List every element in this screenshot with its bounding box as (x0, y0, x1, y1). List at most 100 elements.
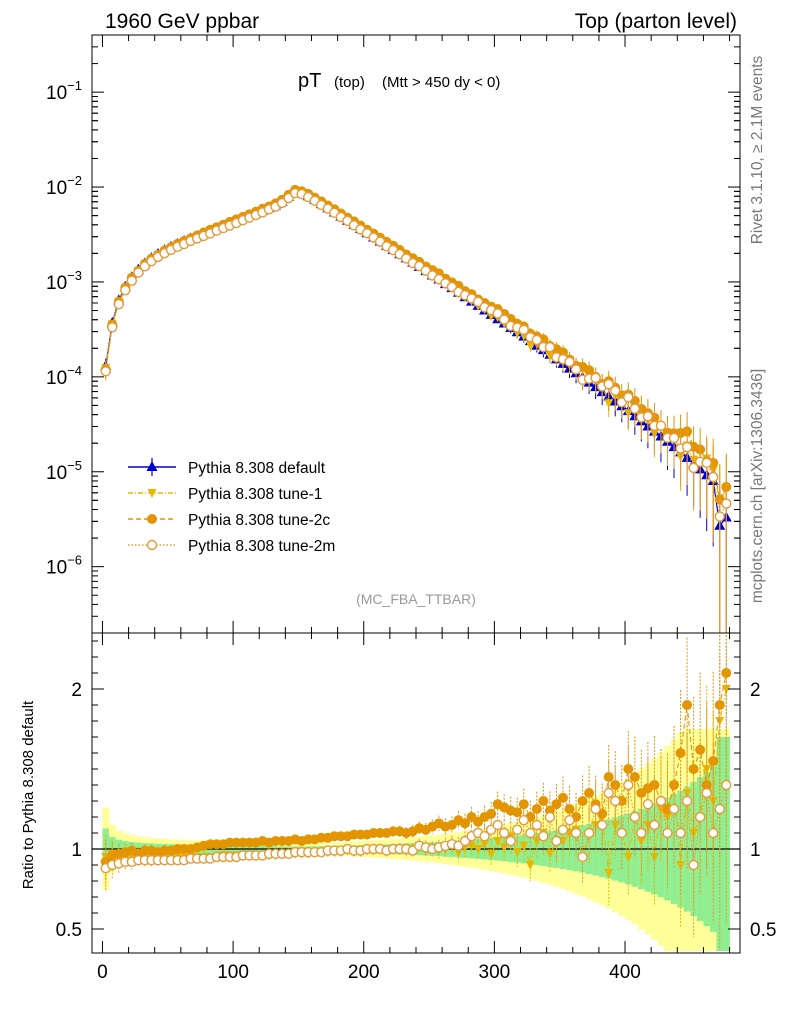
ratio-stat-uncertainty-band (716, 737, 724, 951)
ratio-point-tune-2m (701, 787, 712, 799)
ratio-point-tune-1 (545, 849, 555, 859)
ratio-line-tune-2c (105, 672, 727, 863)
ratio-point-tune-2m (577, 851, 588, 863)
series-point-tune-2m (120, 284, 131, 296)
ratio-point-tune-2m (616, 827, 627, 839)
ratio-point-tune-2c (459, 818, 470, 829)
series-point-tune-1 (604, 399, 614, 409)
ratio-point-tune-1 (715, 717, 725, 726)
ratio-point-tune-2m (590, 803, 601, 815)
ratio-y-tick-label-right: 1 (750, 840, 761, 861)
legend-marker-tune-2c (147, 514, 157, 524)
ratio-point-tune-1 (499, 843, 509, 853)
legend-marker-default (146, 461, 158, 471)
series-point-tune-2m (721, 498, 732, 509)
ratio-point-tune-2c (512, 807, 523, 818)
ratio-series-tune-2m (100, 646, 732, 951)
ratio-point-tune-2m (570, 827, 582, 839)
legend-entry-tune-1: Pythia 8.308 tune-1 (128, 486, 322, 503)
series-point-tune-2m (133, 267, 144, 278)
ratio-point-tune-1 (467, 841, 477, 851)
ratio-point-tune-2m (681, 795, 693, 807)
main-y-tick-exponent: −5 (67, 458, 82, 473)
series-point-tune-2m (107, 322, 118, 333)
legend-label-tune-2c: Pythia 8.308 tune-2c (188, 512, 330, 529)
main-y-tick-exponent: −1 (67, 78, 82, 93)
ratio-point-tune-2m (636, 827, 647, 839)
ratio-point-tune-2m (655, 795, 667, 807)
ratio-point-tune-2m (649, 819, 660, 831)
ratio-y-tick-label-right: 2 (750, 680, 761, 701)
ratio-point-tune-2c (538, 796, 549, 806)
ratio-point-tune-2c (682, 700, 693, 710)
ratio-point-tune-2m (538, 831, 549, 842)
main-series-group (100, 184, 732, 633)
ratio-point-tune-1 (636, 837, 646, 846)
series-point-tune-2m (590, 372, 601, 384)
main-y-tick-exponent: −3 (67, 268, 82, 283)
main-y-tick-label: 10−6 (46, 553, 82, 579)
legend-label-tune-1: Pythia 8.308 tune-1 (188, 486, 322, 503)
series-point-tune-2m (113, 299, 124, 310)
ratio-point-tune-1 (519, 841, 529, 851)
ratio-point-tune-2m (675, 827, 686, 839)
ratio-point-tune-2m (492, 819, 503, 831)
ratio-point-tune-2c (675, 748, 686, 758)
series-point-tune-1 (525, 341, 535, 351)
ratio-point-tune-2m (629, 811, 641, 823)
mcplots-label: mcplots.cern.ch [arXiv:1306.3436] (749, 369, 766, 603)
ratio-point-tune-2m (544, 811, 556, 823)
series-point-tune-2m (126, 275, 138, 286)
ratio-y-tick-label-right: 0.5 (750, 920, 776, 941)
ratio-point-tune-2m (531, 819, 543, 831)
ratio-point-tune-2c (688, 764, 699, 774)
legend-entry-tune-2c: Pythia 8.308 tune-2c (128, 512, 330, 529)
legend-marker-tune-2m (146, 539, 158, 551)
ratio-y-tick-label: 2 (71, 680, 82, 701)
series-point-tune-2m (708, 471, 719, 483)
plot-title: pT (top) (Mtt > 450 dy < 0) (298, 70, 500, 92)
ratio-point-tune-1 (512, 848, 522, 858)
series-point-tune-2m (544, 342, 556, 353)
ratio-point-tune-2m (583, 827, 595, 839)
series-point-tune-2m (688, 462, 699, 474)
plot-title-sub2: (Mtt > 450 dy < 0) (382, 74, 500, 91)
series-point-tune-2m (668, 432, 680, 444)
ratio-point-tune-2m (662, 827, 673, 839)
ratio-point-tune-2m (721, 779, 732, 791)
ratio-point-tune-2c (518, 799, 529, 810)
ratio-point-tune-2c (584, 788, 595, 798)
watermark-label: (MC_FBA_TTBAR) (356, 591, 476, 607)
ratio-point-tune-2m (518, 815, 529, 826)
axes-group: 10−610−510−410−310−210−10 100 200 300 4000.5… (46, 35, 776, 983)
series-point-tune-2m (701, 457, 712, 469)
ratio-series-group (100, 635, 732, 951)
main-y-tick-exponent: −6 (67, 553, 82, 568)
ratio-point-tune-2m (498, 827, 510, 839)
header-left-label: 1960 GeV ppbar (105, 10, 259, 33)
header-right-label: Top (parton level) (575, 10, 737, 33)
series-tune-2m (100, 187, 732, 633)
series-point-tune-2m (100, 366, 111, 377)
series-point-tune-2m (531, 334, 543, 346)
main-y-tick-exponent: −2 (67, 173, 82, 188)
ratio-point-tune-2m (668, 803, 680, 815)
ratio-point-tune-2c (486, 808, 497, 819)
ratio-point-tune-1 (623, 853, 633, 862)
series-point-tune-2m (623, 392, 634, 403)
series-point-tune-2m (498, 314, 510, 325)
ratio-point-tune-2m (557, 824, 569, 835)
rivet-label: Rivet 3.1.10, ≥ 2.1M events (749, 55, 766, 244)
series-point-tune-2m (714, 511, 725, 522)
series-point-tune-2m (564, 356, 575, 368)
series-point-tune-2m (518, 324, 529, 336)
ratio-point-tune-1 (604, 869, 614, 878)
ratio-point-tune-2m (512, 824, 523, 835)
ratio-point-tune-2m (525, 827, 536, 839)
ratio-point-tune-1 (532, 837, 542, 846)
plot-title-main: pT (298, 70, 321, 92)
ratio-point-tune-2m (714, 803, 725, 815)
ratio-x-tick-label: 200 (348, 962, 380, 983)
ratio-point-tune-1 (493, 837, 503, 846)
